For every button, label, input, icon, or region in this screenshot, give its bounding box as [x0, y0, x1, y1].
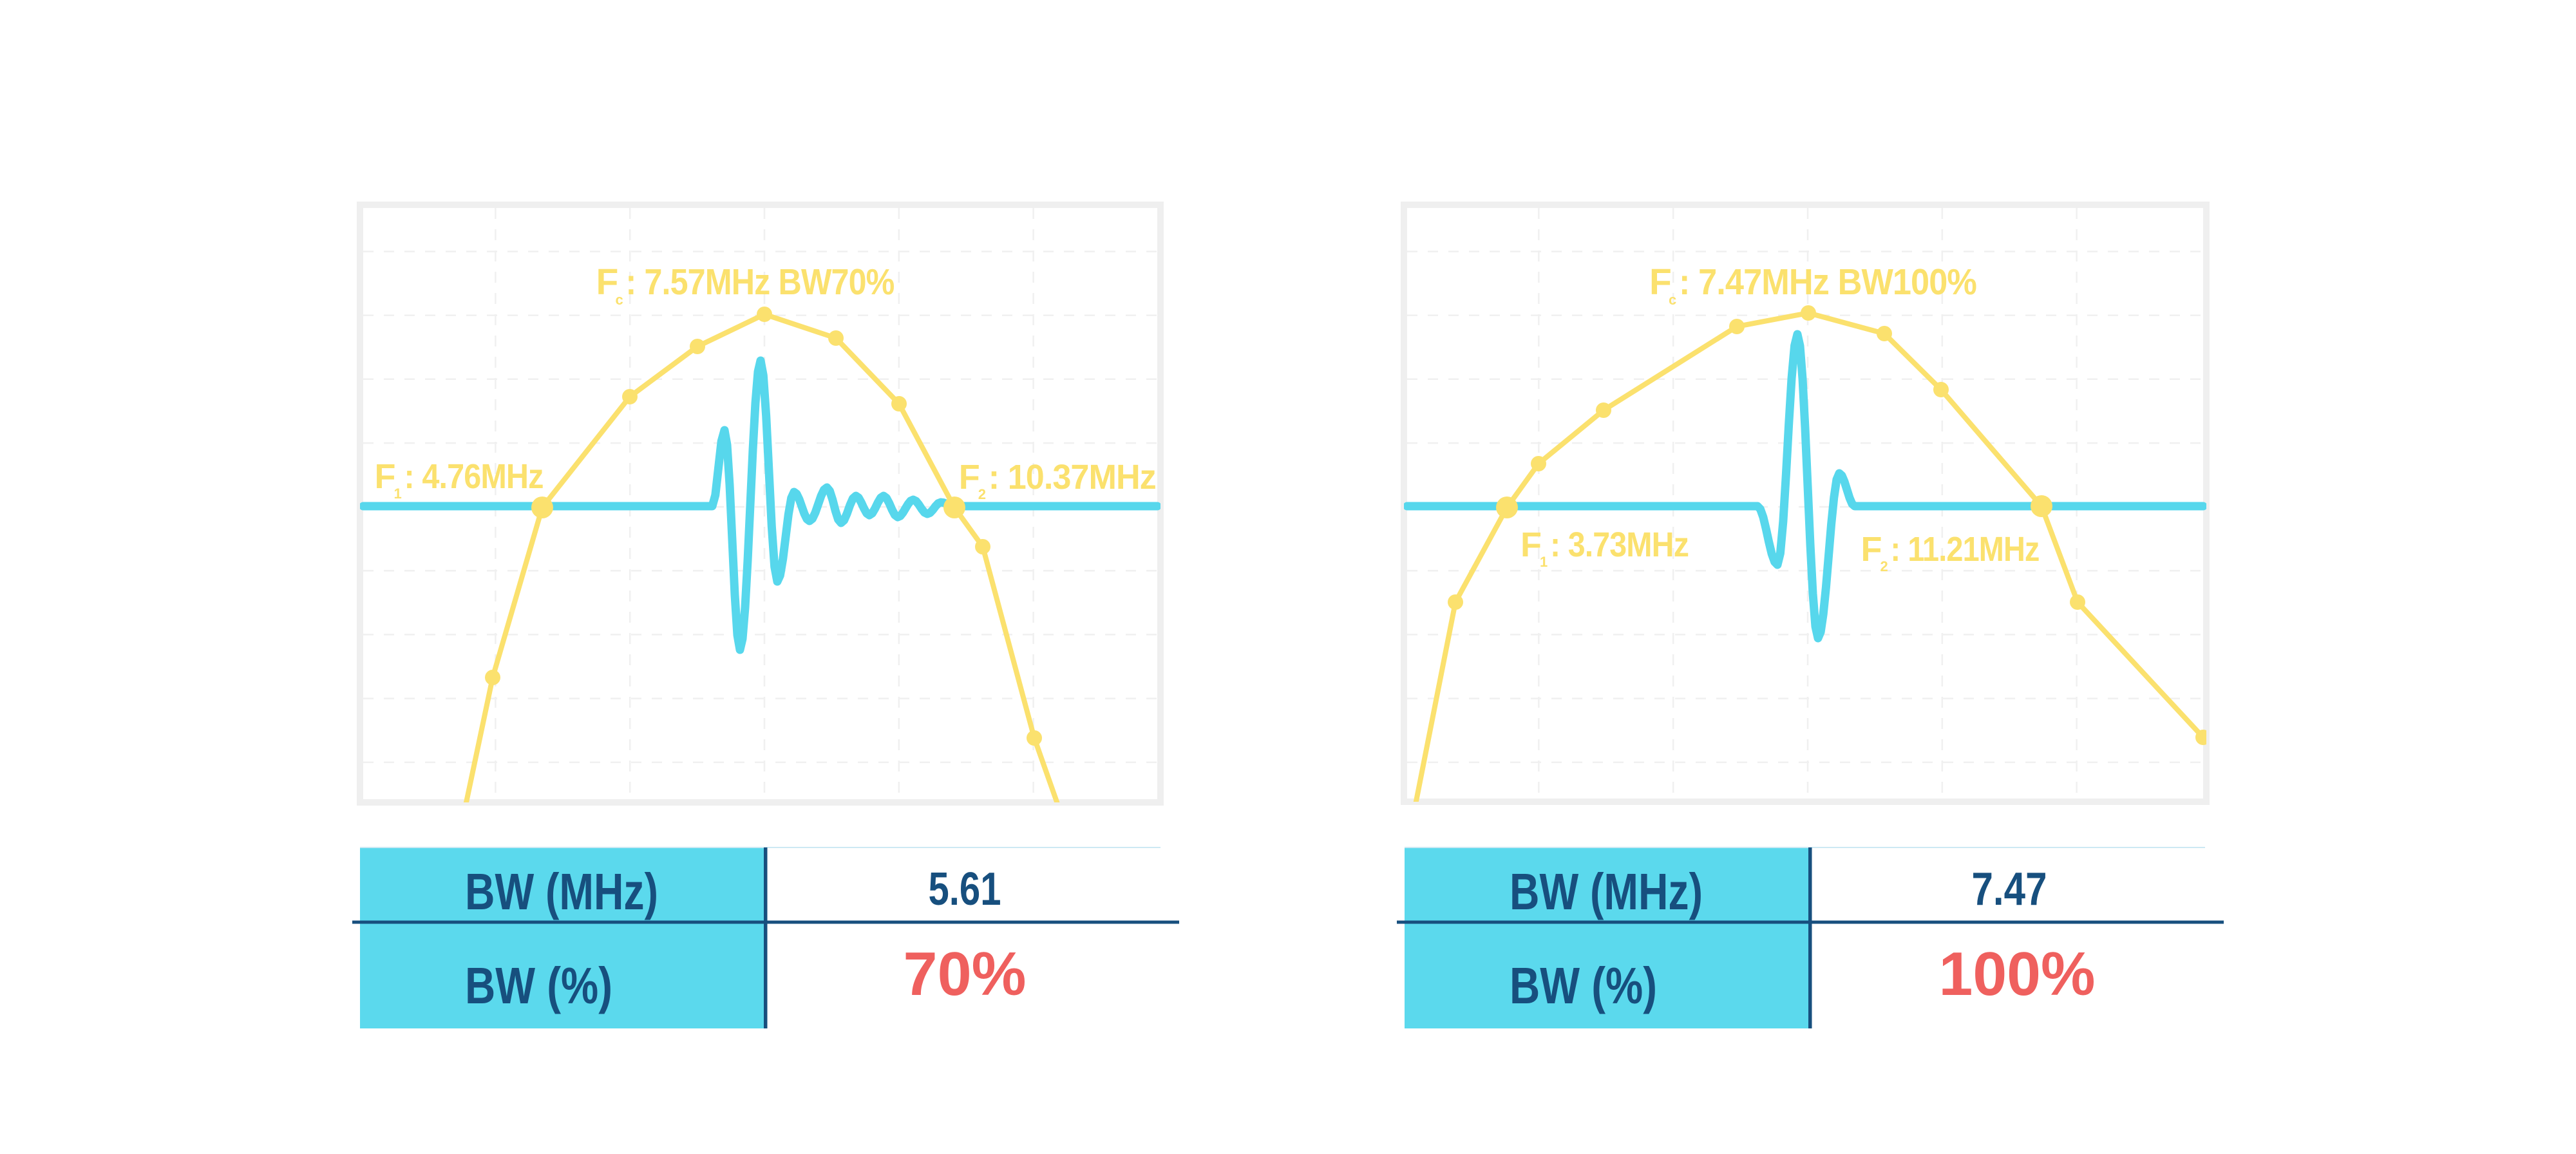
svg-text:2: 2: [1880, 558, 1888, 574]
svg-text:F: F: [375, 457, 395, 496]
svg-text:c: c: [616, 292, 623, 308]
svg-text:F: F: [1520, 525, 1541, 564]
svg-text:BW (MHz): BW (MHz): [465, 863, 658, 920]
svg-text:BW (%): BW (%): [465, 957, 612, 1014]
svg-text:7.47: 7.47: [1972, 864, 2047, 915]
svg-text:2: 2: [978, 486, 986, 502]
svg-text:BW (MHz): BW (MHz): [1510, 863, 1703, 920]
svg-text:: 3.73MHz: : 3.73MHz: [1550, 525, 1689, 564]
svg-text:100%: 100%: [1939, 940, 2096, 1008]
svg-text:F: F: [959, 458, 980, 497]
svg-text:1: 1: [1540, 554, 1548, 570]
svg-text:5.61: 5.61: [929, 864, 1001, 915]
svg-text:: 10.37MHz: : 10.37MHz: [989, 458, 1156, 497]
svg-text:BW (%): BW (%): [1510, 957, 1657, 1014]
svg-text:70%: 70%: [904, 940, 1027, 1008]
svg-text:: 11.21MHz: : 11.21MHz: [1891, 530, 2040, 569]
svg-text:: 7.47MHz BW100%: : 7.47MHz BW100%: [1679, 261, 1976, 303]
svg-text:c: c: [1669, 292, 1676, 308]
svg-text:F: F: [1649, 261, 1671, 303]
svg-text:: 7.57MHz BW70%: : 7.57MHz BW70%: [626, 261, 895, 303]
svg-text:F: F: [596, 261, 618, 303]
svg-text:: 4.76MHz: : 4.76MHz: [404, 457, 544, 496]
svg-text:1: 1: [394, 486, 402, 502]
svg-text:F: F: [1861, 530, 1882, 569]
